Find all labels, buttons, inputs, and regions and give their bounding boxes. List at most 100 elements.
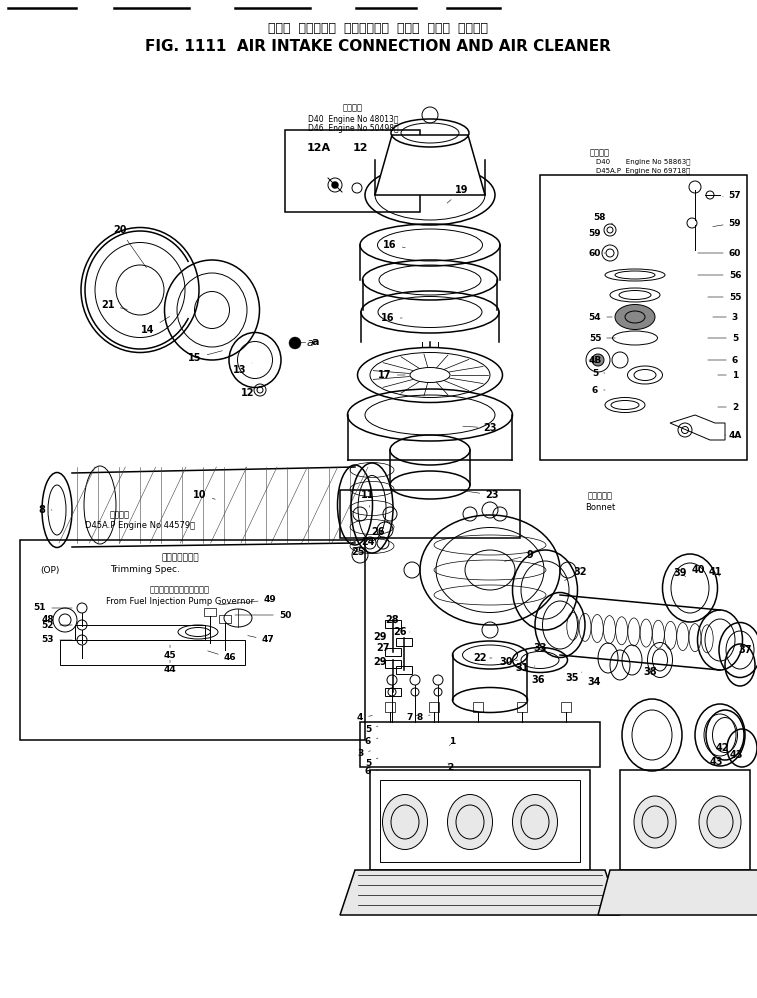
Bar bbox=[285, 130, 420, 212]
Text: 52: 52 bbox=[42, 621, 72, 630]
Text: 6: 6 bbox=[708, 355, 738, 364]
Bar bbox=[219, 615, 231, 623]
Bar bbox=[385, 648, 401, 656]
Text: 8: 8 bbox=[39, 505, 52, 515]
Text: 54: 54 bbox=[589, 312, 612, 321]
Text: 42: 42 bbox=[715, 740, 729, 753]
Text: 29: 29 bbox=[373, 657, 387, 667]
Text: 適用号機: 適用号機 bbox=[343, 104, 363, 113]
Text: 適用号機: 適用号機 bbox=[590, 149, 610, 158]
Polygon shape bbox=[670, 415, 725, 440]
Ellipse shape bbox=[699, 796, 741, 848]
Text: 11: 11 bbox=[361, 490, 375, 507]
Text: 22: 22 bbox=[473, 653, 492, 663]
Text: D46  Engine No 50498～: D46 Engine No 50498～ bbox=[307, 124, 398, 133]
Text: 5: 5 bbox=[365, 726, 378, 735]
Bar bbox=[380, 780, 580, 862]
Text: 48: 48 bbox=[42, 616, 55, 625]
Text: 33: 33 bbox=[533, 643, 547, 653]
Ellipse shape bbox=[512, 794, 557, 849]
Text: 47: 47 bbox=[248, 636, 274, 645]
Text: 1: 1 bbox=[449, 738, 455, 747]
Text: 6: 6 bbox=[365, 767, 378, 776]
Text: D40       Engine No 58863～: D40 Engine No 58863～ bbox=[596, 159, 690, 166]
Text: Bonnet: Bonnet bbox=[585, 503, 615, 512]
Bar bbox=[396, 638, 412, 646]
Text: 5: 5 bbox=[592, 368, 605, 377]
Text: 25: 25 bbox=[351, 547, 365, 557]
Text: 36: 36 bbox=[531, 672, 548, 685]
Text: 適用号機: 適用号機 bbox=[110, 511, 130, 520]
Text: 31: 31 bbox=[516, 663, 535, 673]
Text: 2: 2 bbox=[718, 402, 738, 411]
Text: 56: 56 bbox=[698, 270, 741, 279]
Text: 27: 27 bbox=[376, 643, 390, 653]
Ellipse shape bbox=[382, 794, 428, 849]
Ellipse shape bbox=[634, 796, 676, 848]
Bar bbox=[385, 620, 401, 628]
Text: 1: 1 bbox=[718, 370, 738, 379]
Text: 3: 3 bbox=[357, 749, 370, 758]
Polygon shape bbox=[598, 870, 757, 915]
Text: 53: 53 bbox=[42, 636, 72, 645]
Text: 12: 12 bbox=[352, 143, 368, 153]
Text: 6: 6 bbox=[365, 738, 378, 747]
Bar bbox=[561, 702, 571, 712]
Text: 4: 4 bbox=[357, 714, 372, 723]
Bar bbox=[75, 625, 205, 640]
Text: Trimming Spec.: Trimming Spec. bbox=[110, 566, 180, 575]
Bar bbox=[20, 540, 365, 740]
Text: 19: 19 bbox=[447, 185, 469, 204]
Bar bbox=[204, 608, 216, 616]
Text: 44: 44 bbox=[164, 660, 176, 675]
Text: 5: 5 bbox=[365, 758, 378, 767]
Bar bbox=[385, 688, 401, 696]
Text: 7: 7 bbox=[407, 714, 418, 723]
Text: 23: 23 bbox=[461, 490, 499, 500]
Text: 60: 60 bbox=[698, 249, 741, 257]
Text: 34: 34 bbox=[587, 677, 601, 687]
Text: 2: 2 bbox=[447, 763, 453, 772]
Text: 20: 20 bbox=[114, 225, 146, 267]
Circle shape bbox=[332, 182, 338, 189]
Text: 6: 6 bbox=[592, 385, 605, 394]
Text: FIG. 1111  AIR INTAKE CONNECTION AND AIR CLEANER: FIG. 1111 AIR INTAKE CONNECTION AND AIR … bbox=[145, 39, 611, 54]
Ellipse shape bbox=[615, 304, 655, 329]
Text: 51: 51 bbox=[34, 604, 72, 613]
Text: 12A: 12A bbox=[307, 143, 331, 153]
Text: D45A.P Engine No 44579～: D45A.P Engine No 44579～ bbox=[85, 522, 195, 531]
Circle shape bbox=[289, 337, 301, 349]
Text: 38: 38 bbox=[643, 667, 657, 677]
Text: 58: 58 bbox=[593, 213, 612, 224]
Text: 3: 3 bbox=[713, 312, 738, 321]
Text: (OP): (OP) bbox=[40, 566, 59, 575]
Text: 16: 16 bbox=[383, 240, 405, 250]
Text: 15: 15 bbox=[188, 350, 223, 363]
Text: 32: 32 bbox=[565, 567, 587, 581]
Bar bbox=[360, 722, 600, 767]
Text: 59: 59 bbox=[589, 229, 605, 238]
Bar bbox=[60, 640, 245, 665]
Text: 57: 57 bbox=[723, 191, 741, 200]
Text: エアー  インテーク  コネクション  および  エアー  クリーナ: エアー インテーク コネクション および エアー クリーナ bbox=[268, 22, 488, 35]
Ellipse shape bbox=[447, 794, 493, 849]
Text: 燃料噴射ポンプガバナより: 燃料噴射ポンプガバナより bbox=[150, 586, 210, 595]
Bar bbox=[429, 702, 439, 712]
Text: 43: 43 bbox=[729, 750, 743, 760]
Text: 37: 37 bbox=[738, 645, 752, 655]
Polygon shape bbox=[375, 135, 485, 195]
Text: 8: 8 bbox=[417, 714, 430, 723]
Text: 49: 49 bbox=[219, 596, 276, 605]
Circle shape bbox=[592, 354, 604, 366]
Text: 50: 50 bbox=[235, 611, 291, 620]
Text: 60: 60 bbox=[589, 249, 605, 257]
Text: トリミング仕様: トリミング仕様 bbox=[161, 554, 199, 563]
Text: 55: 55 bbox=[708, 292, 741, 301]
Text: 59: 59 bbox=[713, 219, 741, 228]
Text: 45: 45 bbox=[164, 645, 176, 660]
Text: 5: 5 bbox=[708, 333, 738, 342]
Text: 39: 39 bbox=[673, 568, 687, 578]
Text: 41: 41 bbox=[709, 567, 721, 577]
Text: 30: 30 bbox=[500, 657, 518, 667]
Text: 9: 9 bbox=[505, 550, 534, 561]
